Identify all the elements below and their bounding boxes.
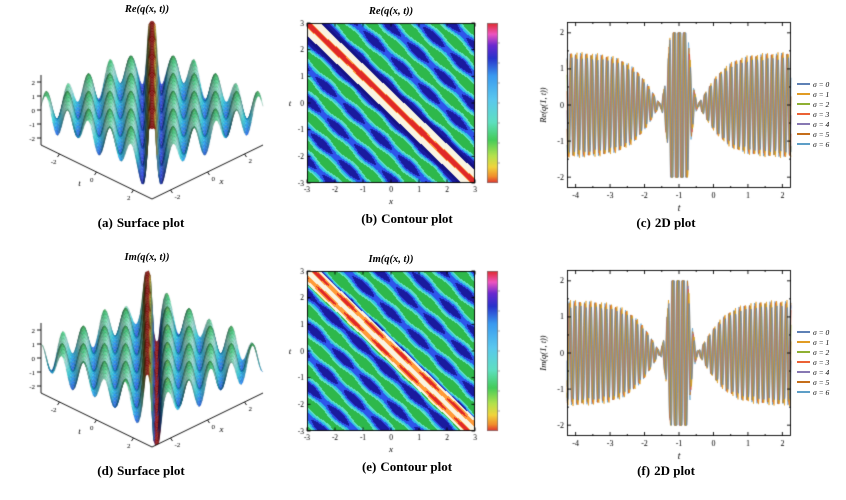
legend-line-swatch [797,113,810,115]
legend-item: σ = 5 [797,129,843,139]
legend-line-swatch [797,93,810,95]
plot-title: Im(q(x, t)) [368,254,414,265]
plot-title: Re(q(x, t)) [368,6,414,17]
subplot-a-surface-re: Re(q(x, t)) (a) Surface plot [3,2,279,250]
legend-line-swatch [797,103,810,105]
legend-item: σ = 0 [797,79,843,89]
contour-plot-re-canvas [283,18,531,210]
legend-line-swatch [797,143,810,145]
contour-plot-im-canvas [283,266,531,458]
subplot-caption: (c) 2D plot [636,215,695,231]
legend-line-swatch [797,133,810,135]
plot-title: Re(q(x, t)) [124,4,170,15]
legend-label: σ = 4 [813,119,830,129]
legend-line-swatch [797,351,810,353]
line-plot-re-canvas [537,14,795,214]
legend-label: σ = 1 [813,89,830,99]
subplot-caption: (b) Contour plot [361,211,453,227]
legend-line-swatch [797,331,810,333]
legend-label: σ = 1 [813,337,830,347]
legend-label: σ = 2 [813,99,830,109]
caption-text: Surface plot [116,215,185,230]
legend-item: σ = 6 [797,139,843,149]
legend-line-swatch [797,83,810,85]
legend-label: σ = 5 [813,377,830,387]
legend-item: σ = 3 [797,357,843,367]
caption-text: Contour plot [380,459,453,474]
caption-label: (f) [637,463,651,478]
legend-line-swatch [797,341,810,343]
legend-label: σ = 0 [813,79,830,89]
legend-item: σ = 4 [797,119,843,129]
line-plot-im-canvas [537,262,795,462]
legend-label: σ = 3 [813,357,830,367]
legend-label: σ = 6 [813,139,830,149]
plot-title: Im(q(x, t)) [124,252,170,263]
legend-item: σ = 2 [797,347,843,357]
legend-label: σ = 4 [813,367,830,377]
subplot-caption: (d) Surface plot [97,463,184,479]
legend-label: σ = 6 [813,387,830,397]
legend-item: σ = 0 [797,327,843,337]
legend-item: σ = 6 [797,387,843,397]
caption-label: (e) [361,459,377,474]
caption-label: (a) [97,215,113,230]
legend-line-swatch [797,361,810,363]
subplot-e-contour-im: Im(q(x, t)) (e) Contour plot [281,250,533,498]
legend-label: σ = 0 [813,327,830,337]
subplot-caption: (a) Surface plot [98,215,185,231]
legend-line-swatch [797,371,810,373]
legend-item: σ = 1 [797,89,843,99]
legend-item: σ = 2 [797,99,843,109]
caption-label: (c) [636,215,651,230]
subplot-caption: (f) 2D plot [637,463,695,479]
caption-text: Contour plot [381,211,453,226]
caption-label: (b) [361,211,378,226]
legend-item: σ = 3 [797,109,843,119]
legend-label: σ = 2 [813,347,830,357]
legend-item: σ = 4 [797,367,843,377]
surface-plot-re-canvas [5,16,277,214]
legend-line-swatch [797,123,810,125]
subplot-d-surface-im: Im(q(x, t)) (d) Surface plot [3,250,279,498]
caption-label: (d) [97,463,114,478]
caption-text: 2D plot [654,215,696,230]
caption-text: 2D plot [654,463,695,478]
subplot-b-contour-re: Re(q(x, t)) (b) Contour plot [281,2,533,250]
legend-item: σ = 1 [797,337,843,347]
legend-item: σ = 5 [797,377,843,387]
legend-line-swatch [797,381,810,383]
surface-plot-im-canvas [5,264,277,462]
legend-label: σ = 5 [813,129,830,139]
subplot-caption: (e) Contour plot [362,459,452,475]
legend-line-swatch [797,391,810,393]
caption-text: Surface plot [117,463,185,478]
legend-label: σ = 3 [813,109,830,119]
